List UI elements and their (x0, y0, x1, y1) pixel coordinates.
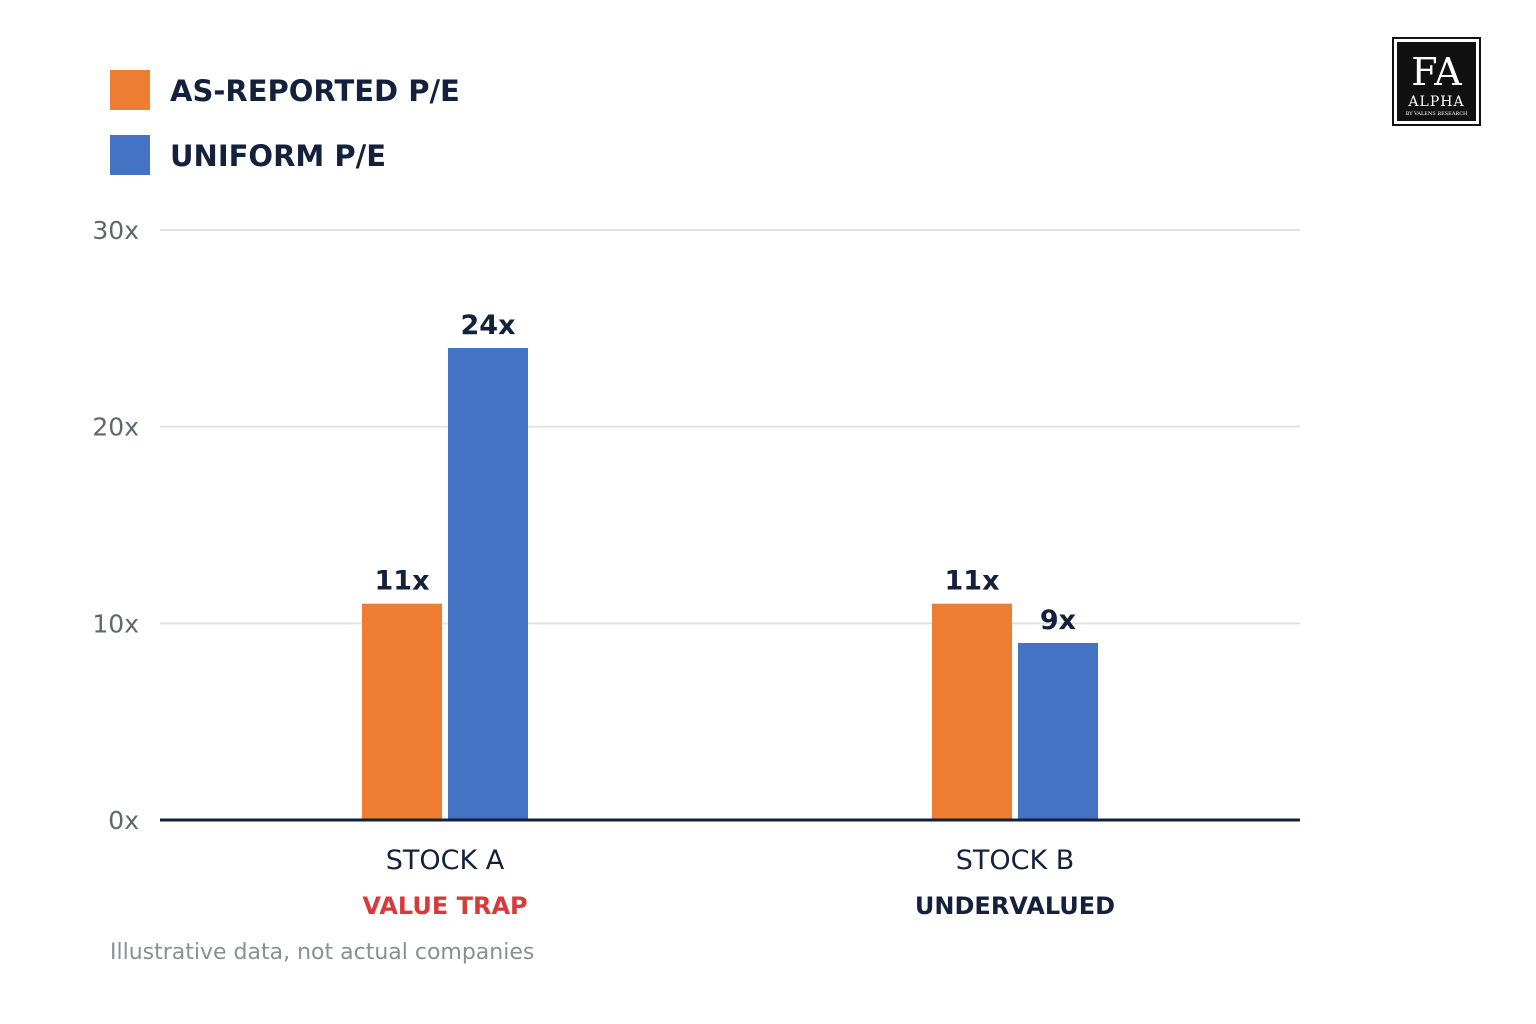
category-label: STOCK B (956, 845, 1075, 876)
data-labels: 11x 24x 11x 9x (375, 310, 1077, 636)
y-tick-label: 10x (92, 609, 139, 638)
category-label: STOCK A (386, 845, 505, 876)
data-label: 9x (1040, 605, 1076, 636)
bar-uniform-2 (1018, 643, 1098, 820)
logo-fa-text: FA (1411, 50, 1462, 94)
logo-alpha-text: ALPHA (1407, 94, 1464, 110)
bar-as-reported-2 (932, 603, 1012, 820)
legend: AS-REPORTED P/E UNIFORM P/E (110, 70, 460, 175)
legend-label-uniform: UNIFORM P/E (170, 139, 386, 173)
data-label: 11x (375, 566, 430, 597)
y-tick-label: 0x (108, 806, 139, 835)
footnote: Illustrative data, not actual companies (110, 940, 534, 965)
data-label: 24x (461, 310, 516, 341)
category-labels: STOCK A VALUE TRAP STOCK B UNDERVALUED (362, 845, 1115, 920)
legend-label-as-reported: AS-REPORTED P/E (170, 74, 460, 108)
y-axis-ticks: 0x 10x 20x 30x (92, 216, 139, 835)
bar-as-reported-1 (362, 603, 442, 820)
gridlines (160, 229, 1300, 625)
legend-swatch-as-reported (110, 70, 150, 110)
bars (362, 348, 1098, 820)
y-tick-label: 30x (92, 216, 139, 245)
category-sublabel: VALUE TRAP (362, 892, 527, 920)
category-sublabel: UNDERVALUED (915, 892, 1115, 920)
legend-swatch-uniform (110, 135, 150, 175)
fa-alpha-logo: FA ALPHA BY VALENS RESEARCH (1392, 37, 1481, 126)
y-tick-label: 20x (92, 413, 139, 442)
logo-tagline-text: BY VALENS RESEARCH (1406, 111, 1468, 117)
bar-uniform-1 (448, 348, 528, 820)
data-label: 11x (945, 566, 1000, 597)
